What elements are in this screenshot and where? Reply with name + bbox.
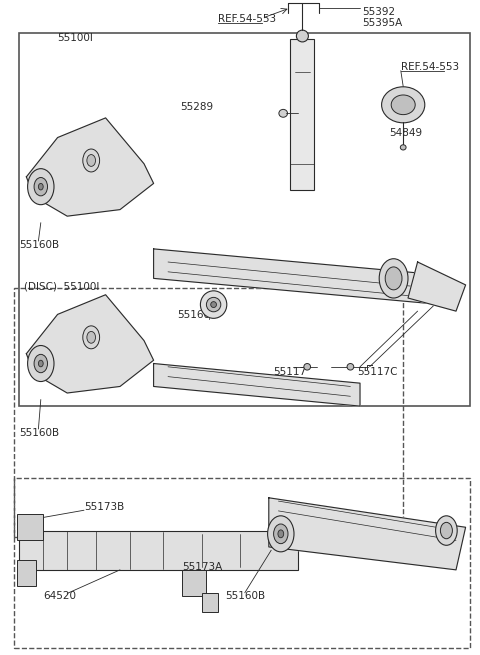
Text: 55160B: 55160B <box>178 310 218 320</box>
Text: 55392: 55392 <box>362 7 396 17</box>
Text: REF.54-553: REF.54-553 <box>218 14 276 24</box>
Ellipse shape <box>274 524 288 544</box>
Ellipse shape <box>200 291 227 318</box>
Polygon shape <box>408 262 466 311</box>
Ellipse shape <box>211 301 216 308</box>
Ellipse shape <box>382 87 425 123</box>
Ellipse shape <box>83 326 100 348</box>
Polygon shape <box>26 118 154 216</box>
Text: 55160B: 55160B <box>226 591 266 601</box>
Ellipse shape <box>400 145 406 150</box>
Text: 54849: 54849 <box>389 128 422 138</box>
Text: 55117: 55117 <box>274 367 307 377</box>
Text: 55160B: 55160B <box>19 428 60 438</box>
Bar <box>17 560 36 586</box>
Text: 64520: 64520 <box>43 591 76 601</box>
Ellipse shape <box>83 149 100 172</box>
Ellipse shape <box>206 297 221 312</box>
Ellipse shape <box>278 530 284 538</box>
Ellipse shape <box>28 169 54 204</box>
Ellipse shape <box>385 267 402 290</box>
Ellipse shape <box>436 516 457 545</box>
FancyBboxPatch shape <box>19 531 298 570</box>
Text: (DISC)  55100I: (DISC) 55100I <box>24 282 99 291</box>
Polygon shape <box>269 498 466 570</box>
Polygon shape <box>26 295 154 393</box>
Bar <box>19 33 470 406</box>
Ellipse shape <box>28 346 54 381</box>
Ellipse shape <box>38 360 43 367</box>
Ellipse shape <box>34 178 48 196</box>
Ellipse shape <box>296 30 308 42</box>
Polygon shape <box>154 364 360 406</box>
Ellipse shape <box>441 523 452 538</box>
Text: 55117C: 55117C <box>358 367 398 377</box>
Ellipse shape <box>87 155 96 166</box>
Ellipse shape <box>391 95 415 115</box>
Bar <box>14 478 470 648</box>
Polygon shape <box>154 249 442 305</box>
Bar <box>202 593 218 612</box>
Ellipse shape <box>304 364 311 370</box>
Text: 55289: 55289 <box>180 102 213 112</box>
Ellipse shape <box>347 364 354 370</box>
Text: 55100I: 55100I <box>58 33 94 43</box>
FancyBboxPatch shape <box>290 39 314 190</box>
Bar <box>182 570 206 596</box>
Text: 55173A: 55173A <box>182 562 223 572</box>
Bar <box>14 288 403 537</box>
Ellipse shape <box>267 516 294 552</box>
Text: REF.54-553: REF.54-553 <box>401 62 459 72</box>
Text: 55395A: 55395A <box>362 18 403 28</box>
Ellipse shape <box>38 183 43 190</box>
Text: 55173B: 55173B <box>84 502 124 512</box>
Bar <box>17 514 43 540</box>
Ellipse shape <box>87 331 96 343</box>
Ellipse shape <box>34 354 48 373</box>
Ellipse shape <box>279 109 288 117</box>
Text: 55160B: 55160B <box>19 240 60 250</box>
Ellipse shape <box>379 259 408 298</box>
